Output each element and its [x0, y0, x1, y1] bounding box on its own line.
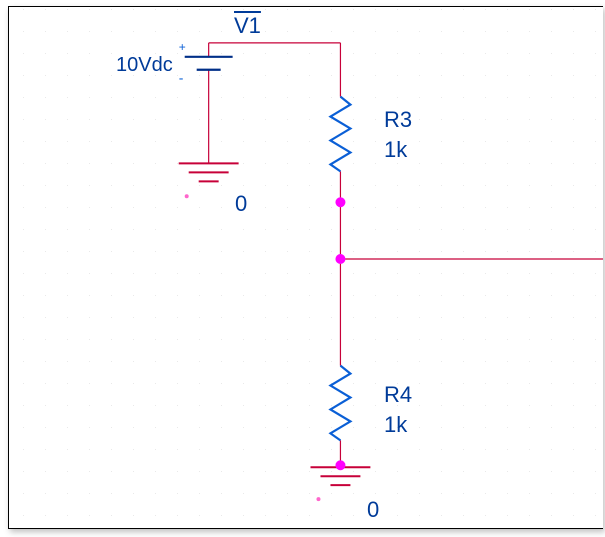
label-r3-name[interactable]: R3 [384, 107, 412, 133]
node-r3-bottom [335, 197, 345, 207]
marker-dot-1 [185, 194, 189, 198]
resistor-r3[interactable] [330, 97, 350, 172]
schematic-drawing: + - [9, 7, 603, 528]
label-v1-name[interactable]: V1 [234, 13, 261, 39]
ground-symbol-1[interactable] [179, 163, 239, 181]
resistor-r4[interactable] [330, 366, 350, 441]
svg-text:-: - [179, 70, 184, 86]
node-output-tap [335, 254, 345, 264]
svg-text:+: + [179, 40, 186, 54]
label-gnd1[interactable]: 0 [235, 191, 247, 217]
schematic-frame: + - [8, 6, 603, 529]
label-r4-name[interactable]: R4 [384, 382, 412, 408]
label-gnd2[interactable]: 0 [367, 497, 379, 523]
voltage-source-v1[interactable]: + - [179, 40, 233, 86]
label-r4-value[interactable]: 1k [384, 412, 407, 438]
label-v1-value[interactable]: 10Vdc [116, 54, 173, 77]
marker-dot-2 [316, 497, 320, 501]
node-r4-bottom [335, 460, 345, 470]
label-r3-value[interactable]: 1k [384, 137, 407, 163]
